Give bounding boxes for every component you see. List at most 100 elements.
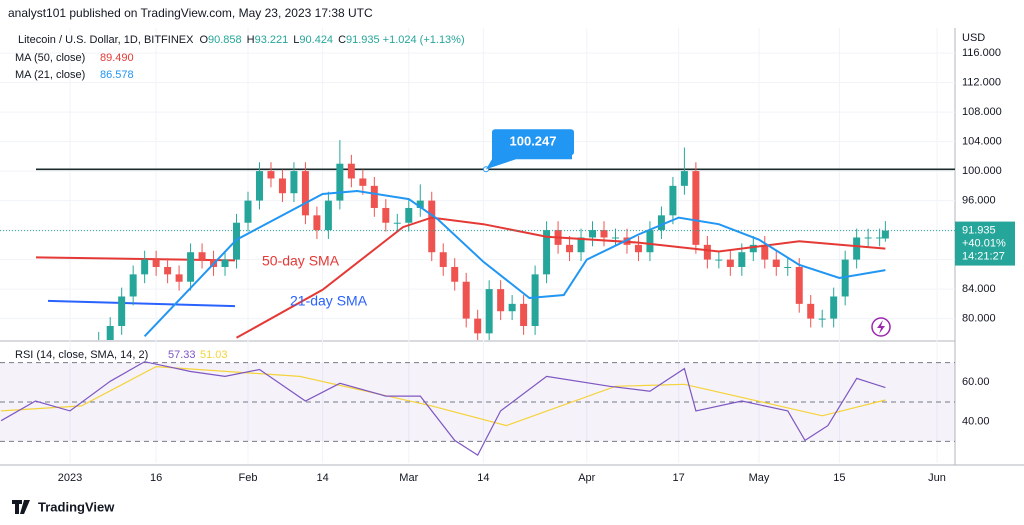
rsi-pane: [0, 361, 955, 456]
legend-item: O: [199, 34, 208, 46]
candle-body: [692, 171, 700, 245]
event-icon[interactable]: [871, 317, 891, 337]
legend-item: Litecoin / U.S. Dollar, 1D, BITFINEX: [18, 34, 194, 46]
candle-body: [531, 274, 539, 326]
candle-body: [301, 171, 309, 216]
annotation: 21-day SMA: [290, 293, 368, 309]
x-tick-label: Mar: [399, 472, 418, 484]
legend-item: MA (21, close): [15, 69, 85, 81]
candle-body: [876, 237, 884, 239]
candle-body: [175, 274, 183, 282]
x-tick-label: 15: [833, 472, 845, 484]
annotation: 50-day SMA: [262, 253, 340, 269]
candle-body: [657, 215, 665, 231]
candle-body: [830, 296, 838, 319]
candle-body: [152, 259, 160, 267]
legend-item: L: [293, 34, 299, 46]
price-tag-change: +40.01%: [962, 237, 1006, 249]
candle-body: [451, 266, 459, 282]
candle-body: [784, 266, 792, 268]
y-tick-label: 40.00: [962, 416, 990, 428]
candle-body: [634, 244, 642, 253]
price-tag-countdown: 14:21:27: [962, 250, 1005, 262]
legend-item: C: [338, 34, 346, 46]
x-tick-label: Apr: [578, 472, 595, 484]
candle-body: [715, 259, 723, 261]
candle-body: [278, 178, 286, 194]
candle-body: [841, 259, 849, 297]
candle-body: [807, 303, 815, 319]
callout-pointer: [486, 154, 514, 170]
y-tick-label: 108.000: [962, 106, 1002, 118]
candle-body: [324, 200, 332, 231]
price-tag-label: 91.935: [962, 224, 996, 236]
candle-body: [106, 325, 114, 340]
candle-body: [646, 230, 654, 253]
candle-body: [416, 200, 424, 208]
candle-body: [244, 200, 252, 223]
trendline: [47, 299, 236, 308]
currency: USD: [962, 32, 985, 44]
candle-body: [611, 237, 619, 239]
candle-body: [795, 266, 803, 304]
candle-body: [382, 207, 390, 223]
ma-line: [143, 189, 886, 337]
candle-body: [497, 289, 505, 312]
candle-body: [485, 289, 493, 334]
y-tick-label: 96.000: [962, 195, 996, 207]
candle-body: [187, 252, 195, 282]
candle-body: [881, 230, 889, 239]
legend-value: 51.03: [200, 349, 228, 361]
x-tick-label: 14: [317, 472, 329, 484]
y-tick-label: 104.000: [962, 135, 1002, 147]
callout: [492, 129, 574, 156]
legend: Litecoin / U.S. Dollar, 1D, BITFINEX O90.…: [18, 34, 465, 46]
candle-body: [221, 259, 229, 267]
x-tick-label: 2023: [58, 472, 82, 484]
header: analyst101 published on TradingView.com,…: [8, 6, 373, 20]
candle-body: [853, 237, 861, 260]
candle-body: [749, 244, 757, 253]
rsi-sma-line: [1, 365, 886, 427]
candle-body: [393, 222, 401, 224]
x-tick-label: 17: [673, 472, 685, 484]
y-tick-label: 112.000: [962, 76, 1001, 88]
logo-icon: [12, 500, 30, 514]
candle-body: [600, 230, 608, 238]
legend-item: MA (50, close): [15, 52, 85, 64]
candle-body: [141, 259, 149, 275]
candle-body: [462, 281, 470, 319]
candle-body: [290, 171, 298, 194]
ma-line: [236, 216, 886, 339]
legend-item: 90.858: [208, 34, 242, 46]
candle-body: [577, 237, 585, 253]
price-pane: 100.247 50-day SMA 21-day SMA: [0, 52, 955, 340]
candle-body: [589, 230, 597, 238]
candle-body: [738, 252, 746, 267]
candle-body: [359, 178, 367, 186]
event-icon: [877, 320, 885, 334]
candle-body: [347, 163, 355, 179]
footer-logo: TradingView: [38, 499, 115, 514]
legend-item: 91.935: [346, 34, 380, 46]
candle-body: [129, 274, 137, 297]
y-tick-label: 60.00: [962, 376, 990, 388]
x-tick-label: Feb: [239, 472, 258, 484]
candle-body: [313, 215, 321, 231]
candle-body: [680, 171, 688, 186]
candle-body: [761, 244, 769, 260]
candle-body: [726, 259, 734, 267]
candle-body: [669, 185, 677, 216]
y-tick-label: 100.000: [962, 165, 1002, 177]
y-tick-label: 80.000: [962, 313, 996, 325]
candle-body: [164, 266, 172, 275]
legend-value: 86.578: [100, 69, 134, 81]
candle-body: [255, 171, 263, 201]
legend-item: 90.424: [299, 34, 333, 46]
candle-body: [703, 244, 711, 260]
candle-body: [428, 200, 436, 253]
y-tick-label: 116.000: [962, 47, 1001, 59]
x-tick-label: 14: [477, 472, 489, 484]
rsi-line: [0, 361, 886, 456]
